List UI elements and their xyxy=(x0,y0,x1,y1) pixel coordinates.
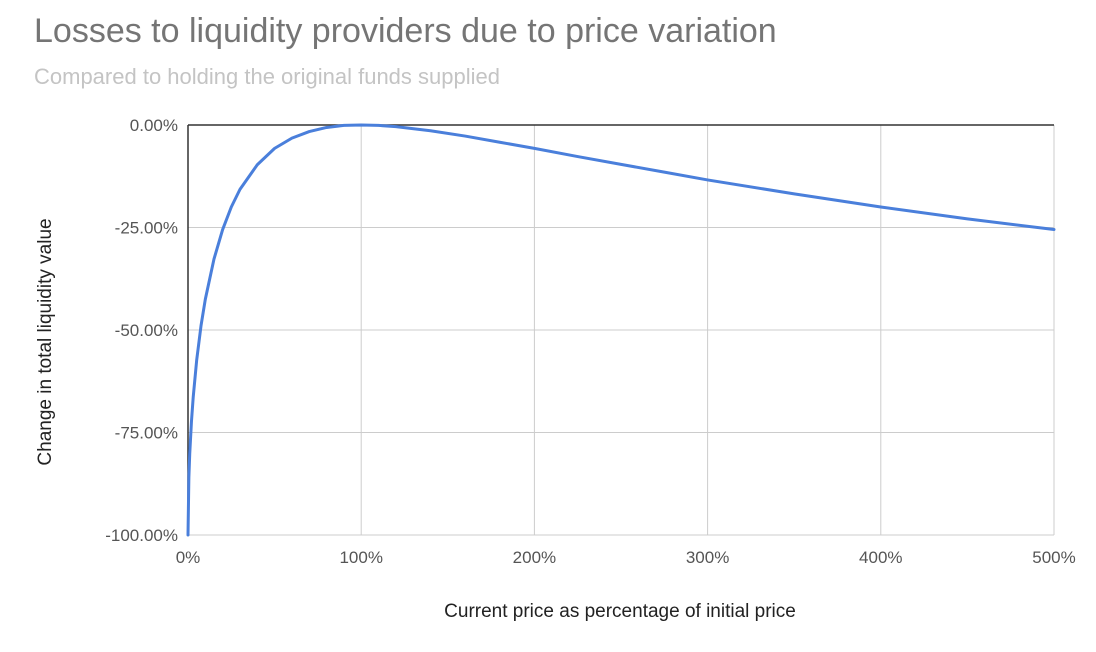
gridlines xyxy=(188,125,1055,536)
y-tick-label: -25.00% xyxy=(115,219,178,238)
x-tick-label: 500% xyxy=(1032,548,1075,567)
y-tick-label: 0.00% xyxy=(130,116,178,135)
y-tick-label: -50.00% xyxy=(115,321,178,340)
series-line xyxy=(186,123,1056,537)
x-tick-label: 200% xyxy=(513,548,556,567)
x-tick-label: 400% xyxy=(859,548,902,567)
y-axis-title: Change in total liquidity value xyxy=(35,218,56,465)
chart-title: Losses to liquidity providers due to pri… xyxy=(34,12,777,50)
y-tick-label: -100.00% xyxy=(105,526,178,545)
tick-labels: 0% 100% 200% 300% 400% 500% 0.00% -25.00% -50.00… xyxy=(105,116,1076,567)
x-axis-title: Current price as percentage of initial p… xyxy=(444,601,796,622)
x-tick-label: 0% xyxy=(176,548,201,567)
x-tick-label: 100% xyxy=(339,548,382,567)
y-tick-label: -75.00% xyxy=(115,424,178,443)
x-tick-label: 300% xyxy=(686,548,729,567)
chart-subtitle: Compared to holding the original funds s… xyxy=(34,64,500,89)
series xyxy=(186,123,1056,537)
